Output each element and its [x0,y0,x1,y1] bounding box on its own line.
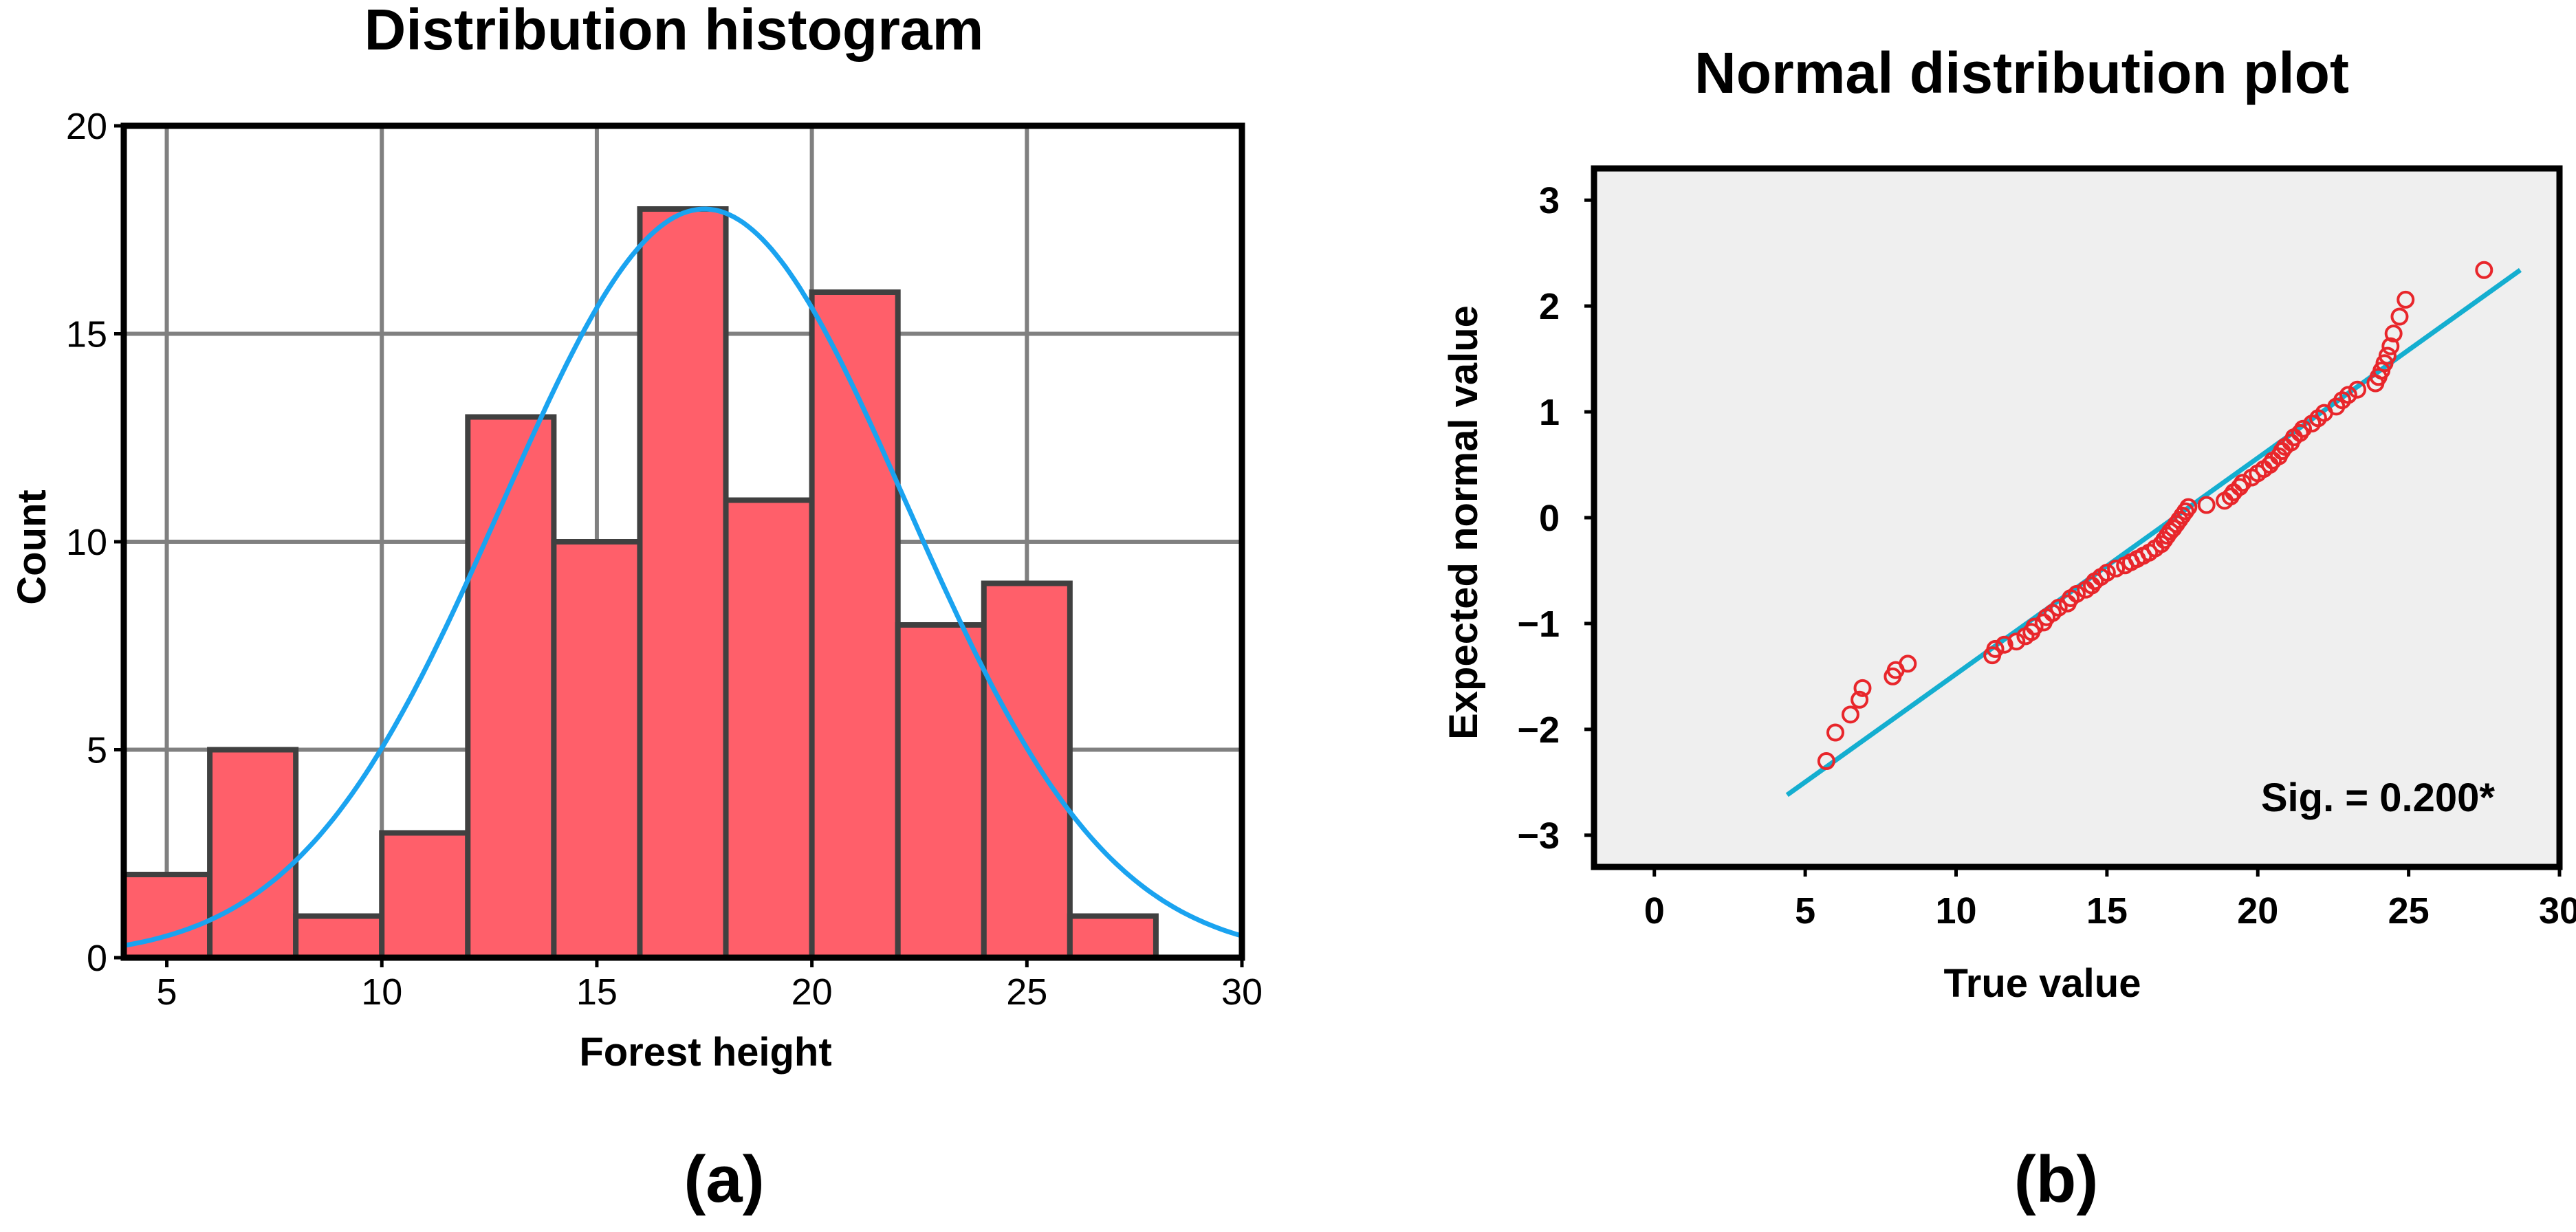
normal-plot-x-tick-label: 20 [2237,890,2278,932]
normal-plot-y-tick-label: −2 [1517,710,1560,751]
normal-plot-point [2234,474,2252,492]
normal-plot-point [1826,723,1844,742]
histogram-y-tick-label: 0 [87,938,107,979]
histogram-x-tick-label: 30 [1221,971,1263,1013]
normal-plot-point [2107,559,2126,578]
normal-plot-y-tick-label: −1 [1517,604,1560,645]
histogram-x-tick-label: 5 [157,971,177,1013]
normal-plot-x-tick-label: 10 [1935,890,1976,932]
histogram-panel: Distribution histogram 5 10 15 20 25 30 0 5 10 1… [10,0,1263,1216]
normal-plot-x-tick-label: 5 [1795,890,1815,932]
normal-plot-point [1853,679,1872,697]
histogram-y-tick-label: 15 [66,314,107,355]
normal-plot-y-tick-label: 2 [1539,286,1560,327]
histogram-x-tick-label: 15 [576,971,618,1013]
histogram-x-tick-label: 10 [361,971,402,1013]
normal-plot-point [2397,290,2415,309]
histogram-y-tick-label: 5 [87,730,107,771]
histogram-title: Distribution histogram [364,0,984,62]
normal-plot-y-tick-label: −3 [1517,815,1560,857]
normal-plot-x-ticks: 0 5 10 15 20 25 30 [1644,867,2576,932]
normal-plot-background [1594,168,2559,867]
normal-plot-point [1986,639,2005,658]
normal-plot-point [2068,584,2086,603]
histogram-bar [895,622,987,960]
histogram-bar [1067,913,1159,960]
normal-plot-y-ticks: 3 2 1 0 −3 −2 −1 [1517,180,1594,857]
histogram-bar [379,830,471,960]
normal-plot-point [2049,598,2068,617]
normal-plot-point [2179,498,2198,516]
normal-plot-point [2007,632,2026,651]
normal-plot-point [2381,337,2400,355]
normal-reference-line [1785,267,2522,798]
histogram-x-ticks: 5 10 15 20 25 30 [157,958,1263,1013]
histogram-x-label: Forest height [579,1030,831,1075]
normal-plot-y-tick-label: 1 [1539,392,1560,433]
normal-plot-point [2097,564,2116,582]
normal-plot-point [2390,307,2409,326]
normal-plot-point [2294,419,2313,438]
normal-plot-point [1817,752,1835,771]
normal-plot-point [2339,386,2357,404]
histogram-bar [207,747,299,960]
histogram-y-tick-label: 10 [66,522,107,563]
normal-plot-y-label: Expected normal value [1441,305,1486,740]
normal-plot-x-tick-label: 30 [2539,890,2576,932]
normal-plot-points [1817,261,2493,771]
significance-annotation: Sig. = 0.200* [2261,776,2496,820]
histogram-bar [809,289,901,960]
normal-plot-point [2348,380,2367,399]
histogram-bar [293,913,385,960]
histogram-bar [465,414,557,960]
histogram-x-tick-label: 25 [1006,971,1047,1013]
histogram-y-ticks: 0 5 10 15 20 [66,106,124,979]
histogram-y-tick-label: 20 [66,106,107,147]
normal-plot-point [1995,635,2013,654]
normal-plot-point [2475,261,2493,279]
normal-plot-x-tick-label: 15 [2086,890,2128,932]
normal-plot-point [2025,617,2044,636]
normal-plot-point [1841,705,1859,724]
normal-plot-point [2384,324,2403,343]
panel-label-b: (b) [2014,1143,2099,1216]
normal-plot-panel: Normal distribution plot 0 5 10 15 20 25 30 32… [1441,41,2576,1216]
normal-plot-point [2197,496,2216,514]
histogram-bar [981,580,1073,960]
histogram-y-label: Count [10,490,54,605]
normal-plot-y-tick-label: 0 [1539,498,1560,539]
histogram-bar [551,539,643,960]
histogram-x-tick-label: 20 [792,971,833,1013]
normal-plot-y-tick-label: 3 [1539,180,1560,221]
normal-plot-point [2378,346,2397,365]
normal-plot-x-tick-label: 25 [2388,890,2430,932]
normal-plot-title: Normal distribution plot [1694,41,2349,105]
normal-plot-point [1899,654,1917,673]
histogram-bar [637,206,729,960]
normal-plot-point [1851,690,1869,709]
normal-plot-x-tick-label: 0 [1644,890,1665,932]
histogram-normal-curve [123,206,1243,948]
histogram-bar [723,497,815,960]
panel-label-a: (a) [684,1143,764,1216]
normal-plot-x-label: True value [1944,961,2141,1006]
histogram-bars [121,206,1159,960]
